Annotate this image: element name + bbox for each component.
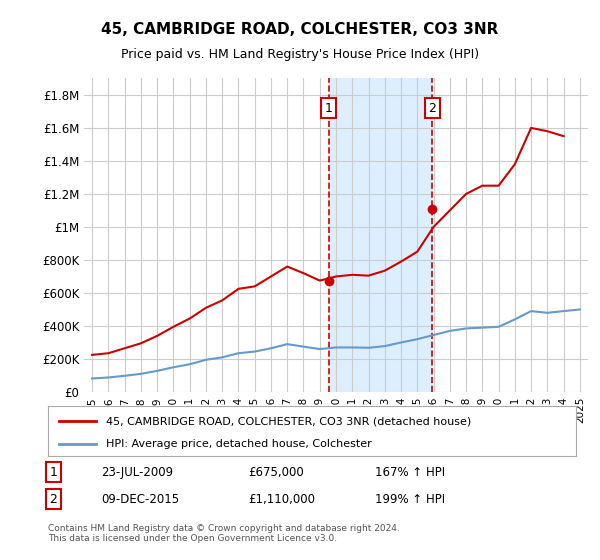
- Text: 09-DEC-2015: 09-DEC-2015: [101, 493, 179, 506]
- Text: 1: 1: [49, 465, 57, 479]
- Text: Contains HM Land Registry data © Crown copyright and database right 2024.
This d: Contains HM Land Registry data © Crown c…: [48, 524, 400, 543]
- Text: 167% ↑ HPI: 167% ↑ HPI: [376, 465, 445, 479]
- Text: 45, CAMBRIDGE ROAD, COLCHESTER, CO3 3NR: 45, CAMBRIDGE ROAD, COLCHESTER, CO3 3NR: [101, 22, 499, 38]
- Text: 2: 2: [49, 493, 57, 506]
- Text: 2: 2: [428, 101, 436, 115]
- Text: £1,110,000: £1,110,000: [248, 493, 316, 506]
- Text: 1: 1: [325, 101, 332, 115]
- Text: 45, CAMBRIDGE ROAD, COLCHESTER, CO3 3NR (detached house): 45, CAMBRIDGE ROAD, COLCHESTER, CO3 3NR …: [106, 416, 472, 426]
- Bar: [329, 78, 432, 392]
- Text: 23-JUL-2009: 23-JUL-2009: [101, 465, 173, 479]
- Text: HPI: Average price, detached house, Colchester: HPI: Average price, detached house, Colc…: [106, 439, 372, 449]
- Text: 199% ↑ HPI: 199% ↑ HPI: [376, 493, 445, 506]
- Text: Price paid vs. HM Land Registry's House Price Index (HPI): Price paid vs. HM Land Registry's House …: [121, 48, 479, 60]
- Text: £675,000: £675,000: [248, 465, 304, 479]
